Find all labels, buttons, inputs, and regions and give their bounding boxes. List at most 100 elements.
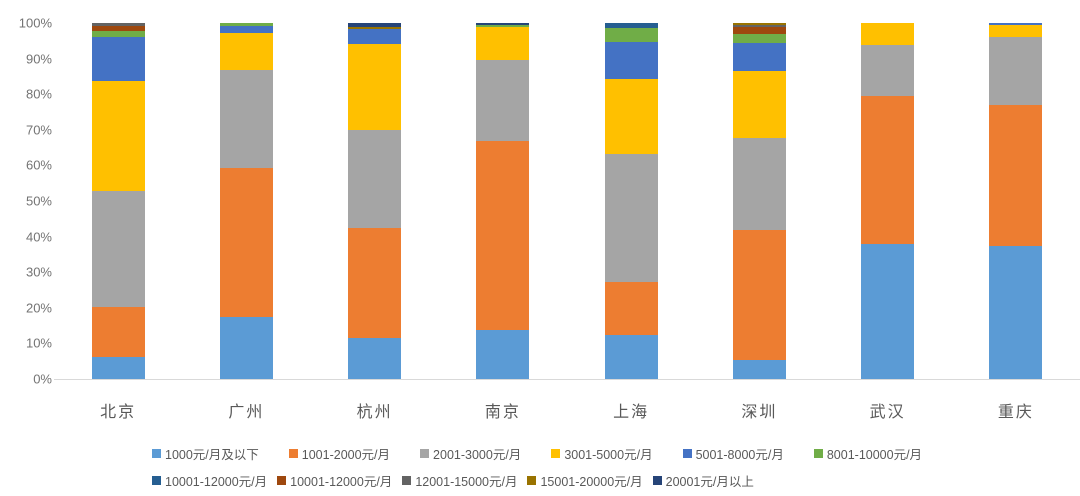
bar-segment	[219, 25, 273, 33]
y-axis-tick-label: 50%	[25, 193, 52, 209]
bar-segment	[732, 26, 786, 35]
legend-row-1: 1000元/月及以下 1001-2000元/月 2001-3000元/月 3001-5…	[152, 444, 922, 463]
legend-swatch-icon	[652, 476, 662, 485]
bar-segment	[732, 42, 786, 71]
legend-swatch-icon	[402, 476, 412, 485]
legend-swatch-icon	[420, 449, 430, 458]
bar-segment	[476, 27, 530, 60]
legend-label: 1000元/月及以下	[165, 448, 259, 462]
bar-segment	[861, 45, 915, 97]
bar-segment	[348, 26, 402, 30]
legend-label: 5001-8000元/月	[695, 448, 784, 462]
legend-swatch-icon	[277, 476, 287, 485]
bar-武汉	[861, 23, 915, 379]
x-axis-category-label: 重庆	[997, 404, 1034, 421]
bar-segment	[732, 70, 786, 138]
x-axis-category-label: 杭州	[356, 404, 393, 421]
y-axis-tick-label: 80%	[25, 86, 52, 102]
bar-segment	[219, 33, 273, 70]
legend-swatch-icon	[152, 449, 161, 458]
bar-segment	[91, 25, 145, 31]
bar-segment	[91, 80, 145, 191]
bar-segment	[91, 23, 145, 26]
bar-segment	[348, 29, 402, 45]
bar-segment	[732, 138, 786, 230]
legend-label: 2001-3000元/月	[433, 448, 522, 462]
legend-label: 12001-15000元/月	[415, 475, 518, 489]
bar-segment	[219, 167, 273, 318]
legend-item: 10001-12000元/月	[152, 471, 267, 490]
bar-segment	[91, 356, 145, 379]
legend-label: 15001-20000元/月	[540, 475, 643, 489]
bar-segment	[861, 23, 915, 46]
legend-swatch-icon	[152, 476, 161, 485]
y-axis-tick-label: 10%	[25, 335, 52, 351]
bar-上海	[604, 23, 658, 379]
legend-item: 1000元/月及以下	[152, 444, 259, 463]
bar-segment	[219, 23, 273, 26]
y-axis-tick-label: 90%	[25, 51, 52, 67]
legend-swatch-icon	[813, 449, 823, 458]
bar-segment	[348, 228, 402, 339]
legend-swatch-icon	[682, 449, 692, 458]
bar-segment	[732, 359, 786, 379]
legend-item: 20001元/月以上	[652, 471, 754, 490]
bar-segment	[989, 25, 1043, 37]
bar-segment	[732, 34, 786, 43]
bar-segment	[348, 338, 402, 379]
legend-label: 10001-12000元/月	[165, 475, 268, 489]
bar-segment	[989, 245, 1043, 379]
y-axis-tick-label: 70%	[25, 122, 52, 138]
y-axis-tick-label: 30%	[25, 264, 52, 280]
bar-segment	[476, 140, 530, 330]
bar-segment	[861, 96, 915, 244]
bar-segment	[604, 78, 658, 154]
legend-label: 3001-5000元/月	[564, 448, 653, 462]
y-axis-tick-label: 100%	[18, 15, 52, 31]
bar-segment	[348, 129, 402, 229]
bar-segment	[989, 104, 1043, 246]
legend-item: 12001-15000元/月	[402, 471, 517, 490]
legend-swatch-icon	[527, 476, 537, 485]
bar-广州	[219, 23, 273, 379]
bar-segment	[476, 329, 530, 379]
bar-segment	[732, 25, 786, 27]
legend-item: 2001-3000元/月	[420, 444, 521, 463]
x-axis-line	[54, 379, 1080, 380]
legend-item: 1001-2000元/月	[288, 444, 391, 463]
legend-label: 10001-12000元/月	[290, 475, 393, 489]
x-axis-category-label: 广州	[228, 404, 265, 421]
bar-segment	[732, 23, 786, 26]
bar-重庆	[989, 23, 1043, 379]
legend-item: 10001-12000元/月	[277, 471, 392, 490]
bar-segment	[989, 23, 1043, 26]
y-axis-tick-label: 20%	[25, 300, 52, 316]
legend-swatch-icon	[551, 449, 561, 458]
bar-segment	[604, 41, 658, 79]
bar-segment	[861, 243, 915, 379]
legend-row-2: 10001-12000元/月 10001-12000元/月 12001-15000元…	[152, 471, 754, 490]
bar-segment	[604, 153, 658, 283]
legend-label: 8001-10000元/月	[826, 448, 923, 462]
bar-segment	[348, 44, 402, 130]
legend-label: 1001-2000元/月	[301, 448, 391, 462]
x-axis-category-label: 武汉	[869, 404, 906, 421]
legend-item: 15001-20000元/月	[527, 471, 643, 490]
bar-深圳	[732, 23, 786, 379]
bar-segment	[476, 23, 530, 26]
bar-segment	[604, 282, 658, 336]
bar-segment	[476, 59, 530, 141]
x-axis-category-label: 南京	[484, 404, 521, 421]
legend-swatch-icon	[288, 449, 298, 458]
bar-segment	[91, 37, 145, 81]
y-axis-tick-label: 0%	[33, 371, 52, 387]
x-axis-category-label: 深圳	[741, 404, 778, 421]
bar-segment	[91, 30, 145, 38]
legend-label: 20001元/月以上	[665, 475, 754, 489]
bar-segment	[604, 28, 658, 42]
legend-item: 8001-10000元/月	[813, 444, 923, 463]
bar-南京	[476, 23, 530, 379]
bar-segment	[476, 25, 530, 28]
bar-segment	[604, 335, 658, 379]
